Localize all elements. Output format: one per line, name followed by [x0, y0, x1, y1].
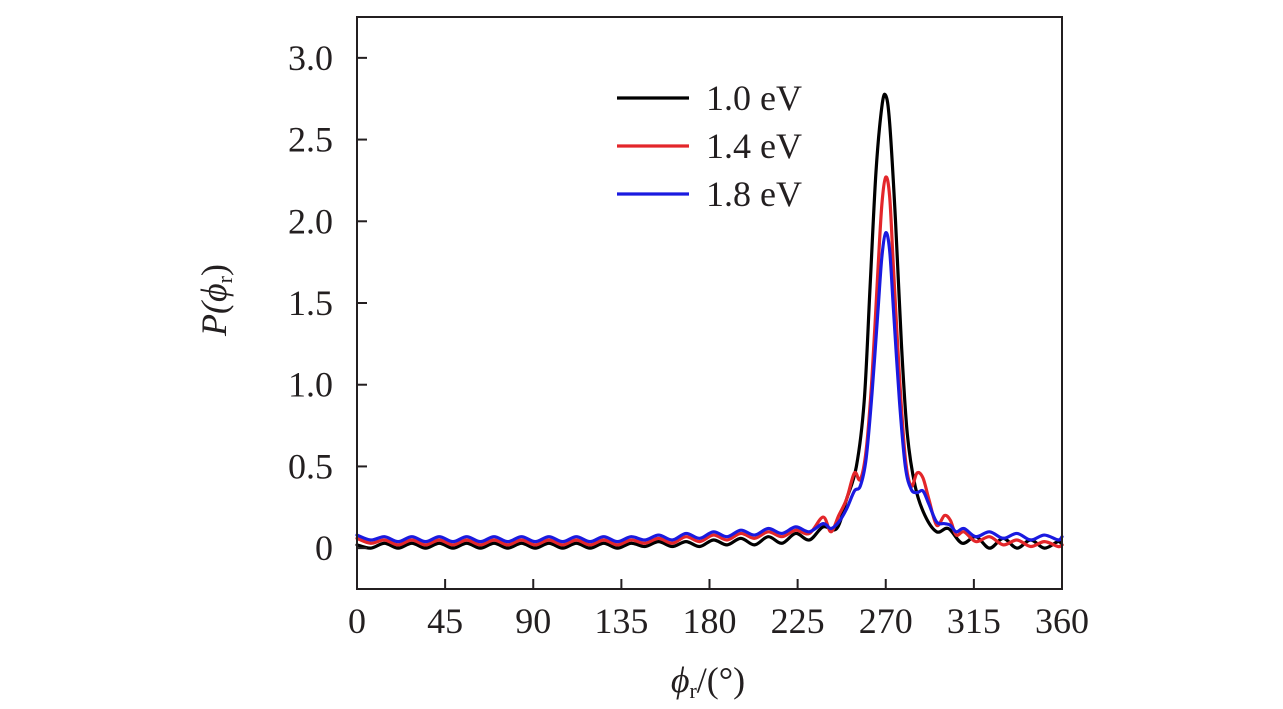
x-axis-title: ϕr/(°): [671, 660, 745, 703]
y-axis-title-suffix: ): [194, 264, 234, 276]
x-tick-label: 45: [427, 601, 463, 641]
y-axis-title: P(ϕr): [194, 264, 237, 337]
y-axis-title-subscript: r: [212, 275, 237, 283]
legend-label-1-4-ev: 1.4 eV: [706, 126, 802, 166]
y-tick-label: 1.0: [288, 365, 333, 405]
x-tick-label: 225: [771, 601, 825, 641]
x-tick-label: 360: [1035, 601, 1089, 641]
x-tick-label: 180: [683, 601, 737, 641]
series-line-1-4-ev: [355, 175, 1064, 549]
legend: 1.0 eV 1.4 eV 1.8 eV: [617, 78, 802, 214]
x-tick-label: 0: [348, 601, 366, 641]
series-line-1-8-ev: [355, 231, 1064, 544]
y-axis-title-symbol: ϕ: [194, 283, 234, 302]
y-axis-title-prefix: P(: [194, 300, 234, 337]
x-axis-title-suffix: /(°): [697, 660, 745, 700]
x-tick-label: 90: [515, 601, 551, 641]
y-tick-label: 3.0: [288, 38, 333, 78]
series-line-1-0-ev: [355, 92, 1064, 550]
y-tick-label: 2.5: [288, 120, 333, 160]
x-axis-title-symbol: ϕ: [671, 660, 690, 700]
x-tick-label: 315: [947, 601, 1001, 641]
legend-label-1-0-ev: 1.0 eV: [706, 78, 802, 118]
x-tick-label: 270: [859, 601, 913, 641]
y-tick-label: 0.5: [288, 446, 333, 486]
series-layer: [355, 92, 1064, 550]
legend-label-1-8-ev: 1.8 eV: [706, 174, 802, 214]
x-axis-title-subscript: r: [689, 678, 697, 703]
ticks-layer: 0 45 90 135 180 225 270 315 360 0 0.5 1.0 1.5 2.0 2.5 3…: [288, 38, 1089, 641]
y-tick-label: 1.5: [288, 283, 333, 323]
y-tick-label: 2.0: [288, 201, 333, 241]
y-tick-label: 0: [315, 528, 333, 568]
x-tick-label: 135: [594, 601, 648, 641]
